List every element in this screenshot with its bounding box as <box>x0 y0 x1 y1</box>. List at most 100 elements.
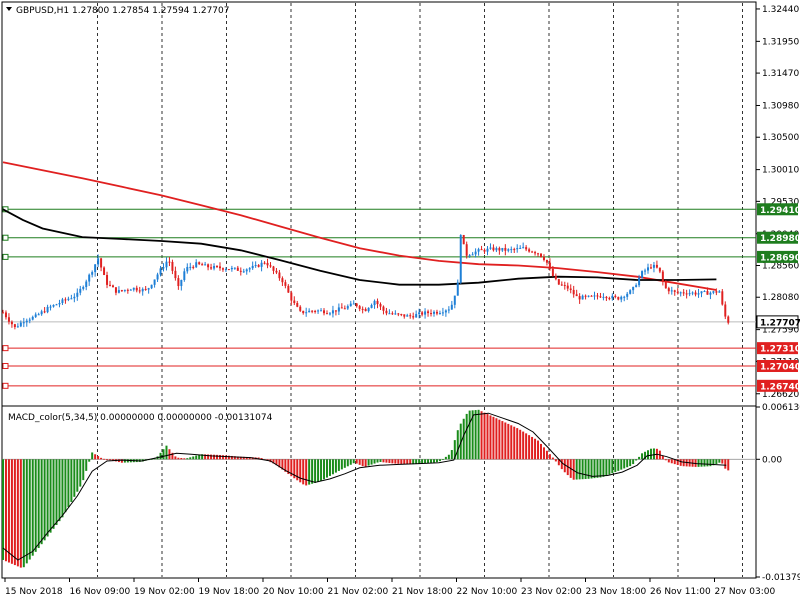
macd-histogram-bar <box>311 459 314 484</box>
time-axis-label: 26 Nov 11:00 <box>650 587 711 597</box>
candle-body <box>340 307 343 309</box>
time-axis-label: 16 Nov 09:00 <box>70 587 131 597</box>
candle-body <box>593 295 596 297</box>
candle-body <box>379 304 382 307</box>
macd-histogram-bar <box>418 459 421 464</box>
level-anchor <box>2 234 9 241</box>
candle-body <box>343 308 346 310</box>
candle-body <box>575 294 578 297</box>
macd-histogram-bar <box>210 454 213 460</box>
time-axis-label: 15 Nov 2018 <box>5 587 63 597</box>
macd-histogram-bar <box>331 459 334 475</box>
candle-body <box>673 290 676 292</box>
macd-histogram-bar <box>456 430 459 460</box>
candle-body <box>391 313 394 315</box>
candle-body <box>611 295 614 299</box>
candle-body <box>331 310 334 314</box>
candle-body <box>183 271 186 280</box>
level-anchor <box>2 206 9 213</box>
candle-body <box>129 289 132 291</box>
macd-histogram-bar <box>221 455 224 460</box>
macd-histogram-bar <box>364 459 367 467</box>
symbol-header: GBPUSD,H1 1.27800 1.27854 1.27594 1.2770… <box>6 6 229 16</box>
candle-body <box>239 270 242 272</box>
macd-histogram-bar <box>385 459 388 463</box>
macd-histogram-bar <box>453 440 456 460</box>
candle-body <box>19 322 22 327</box>
macd-histogram-bar <box>79 459 82 487</box>
candle-body <box>272 266 275 271</box>
candle-body <box>664 281 667 289</box>
macd-histogram-bar <box>498 419 501 460</box>
macd-histogram-bar <box>37 459 40 549</box>
macd-histogram-bar <box>438 459 441 462</box>
macd-histogram-bar <box>611 459 614 474</box>
macd-histogram-bar <box>510 425 513 460</box>
candle-body <box>661 271 664 282</box>
candle-body <box>290 292 293 301</box>
macd-histogram-bar <box>590 459 593 479</box>
candle-body <box>7 317 10 322</box>
candle-body <box>325 313 328 315</box>
dropdown-triangle-icon[interactable] <box>6 7 12 11</box>
candle-body <box>507 249 510 251</box>
macd-histogram-bar <box>537 440 540 460</box>
candle-body <box>61 299 64 303</box>
macd-histogram-bar <box>370 459 373 465</box>
candle-body <box>373 300 376 306</box>
level-price-tag-text: 1.29410 <box>760 206 800 216</box>
candle-body <box>480 249 483 251</box>
candle-body <box>245 269 248 272</box>
macd-histogram-bar <box>513 426 516 460</box>
macd-histogram-bar <box>670 459 673 464</box>
time-axis-label: 23 Nov 18:00 <box>586 587 647 597</box>
macd-histogram-bar <box>290 459 293 477</box>
macd-histogram-bar <box>13 459 16 566</box>
candle-body <box>251 265 254 269</box>
candle-body <box>210 267 213 269</box>
candle-body <box>700 291 703 294</box>
macd-histogram-bar <box>412 459 415 465</box>
macd-histogram-bar <box>233 456 236 460</box>
candle-body <box>97 258 100 265</box>
candle-body <box>721 291 724 305</box>
candle-body <box>441 312 444 314</box>
candle-body <box>79 288 82 293</box>
candle-body <box>370 305 373 308</box>
macd-histogram-bar <box>94 454 97 460</box>
candle-body <box>685 293 688 295</box>
macd-histogram-bar <box>391 459 394 464</box>
candle-body <box>525 247 528 250</box>
macd-histogram-bar <box>703 459 706 467</box>
macd-histogram-bar <box>55 459 58 525</box>
level-price-tag <box>757 359 798 372</box>
macd-histogram-bar <box>649 448 652 460</box>
candle-body <box>388 313 391 315</box>
candle-body <box>635 285 638 287</box>
macd-histogram-bar <box>623 459 626 469</box>
macd-histogram-bar <box>284 459 287 472</box>
macd-histogram-bar <box>587 459 590 479</box>
candle-body <box>400 314 403 316</box>
macd-histogram-bar <box>88 459 91 462</box>
macd-histogram-bar <box>239 456 242 460</box>
candle-body <box>311 310 314 312</box>
candle-body <box>477 249 480 252</box>
candle-body <box>186 266 189 272</box>
macd-histogram-bar <box>474 410 477 460</box>
price-axis-label: 1.30010 <box>762 166 799 176</box>
candle-body <box>652 264 655 268</box>
macd-histogram-bar <box>349 459 352 465</box>
candle-body <box>266 262 269 266</box>
macd-header: MACD_color(5,34,5) 0.00000000 0.00000000… <box>8 413 273 423</box>
candle-body <box>471 254 474 256</box>
candle-body <box>438 313 441 315</box>
grid-layer <box>97 3 743 577</box>
macd-histogram-bar <box>123 459 126 463</box>
candle-body <box>605 296 608 299</box>
level-price-tag <box>757 379 798 392</box>
macd-histogram-bar <box>534 438 537 460</box>
candle-body <box>531 251 534 253</box>
candle-body <box>218 266 221 269</box>
